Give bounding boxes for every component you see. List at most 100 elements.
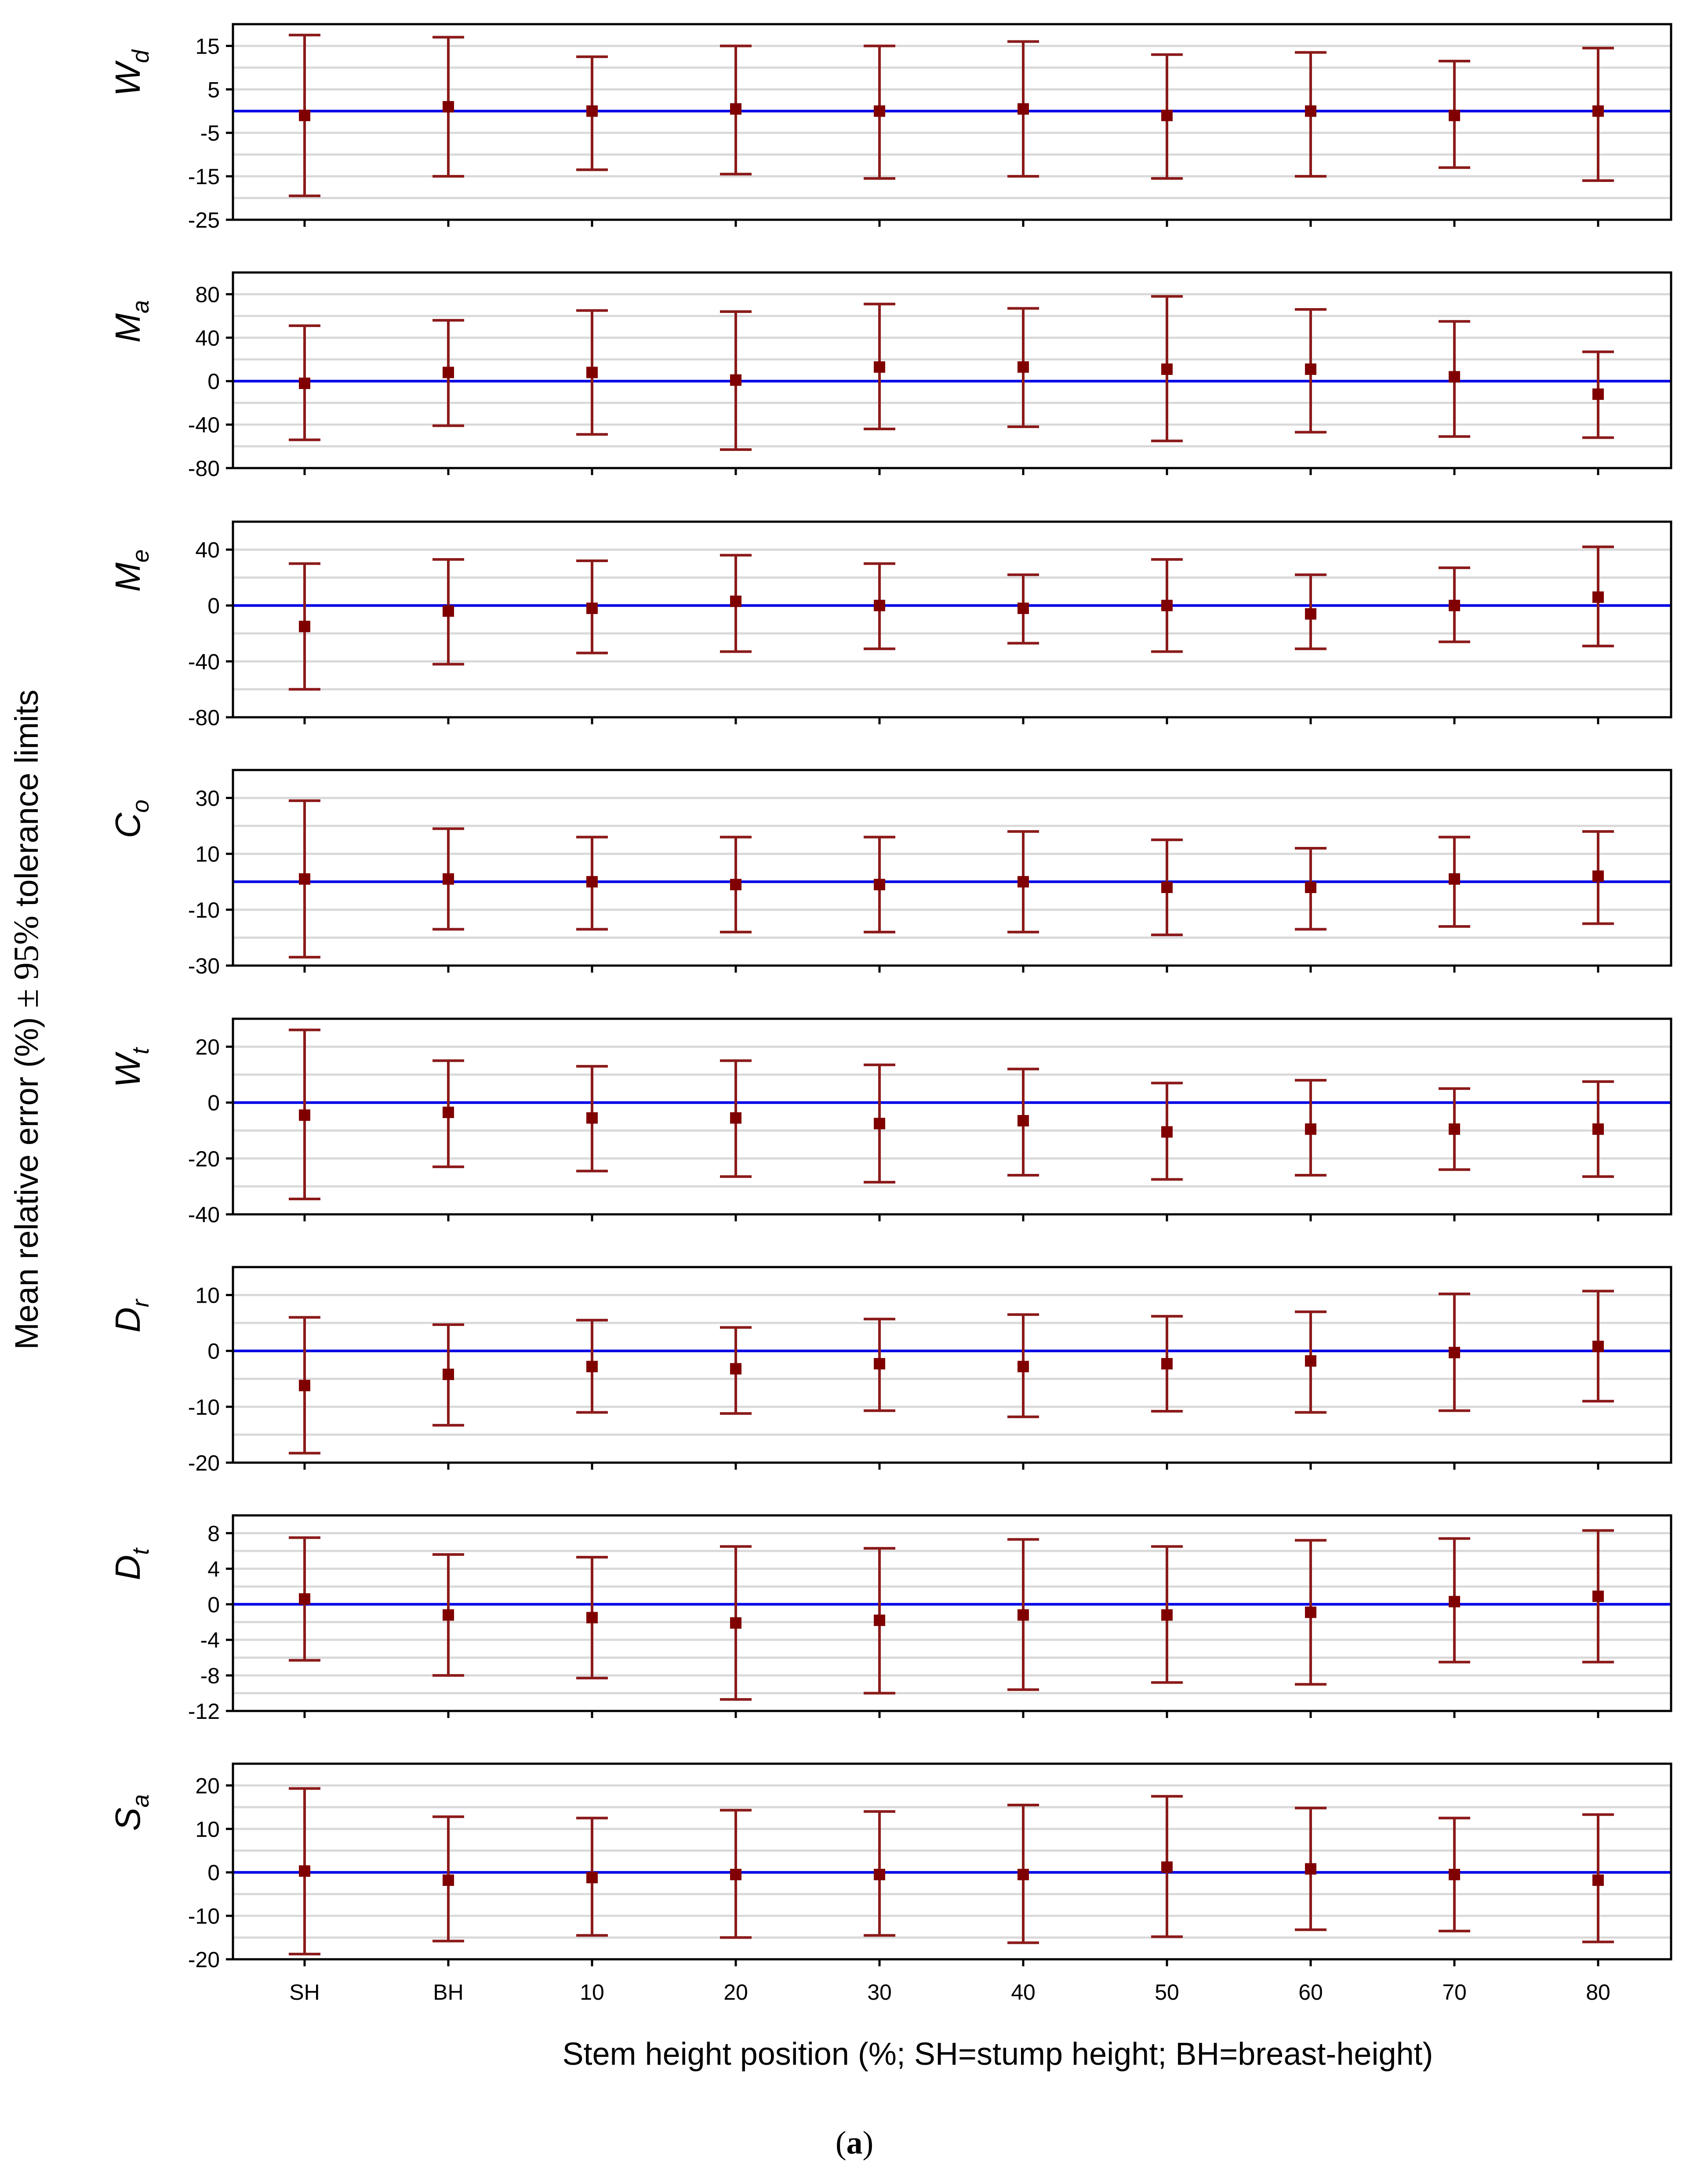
mean-marker <box>1305 608 1316 620</box>
mean-marker <box>586 876 598 888</box>
y-tick-label: -12 <box>188 1699 220 1724</box>
mean-marker <box>1449 1123 1460 1135</box>
mean-marker <box>586 367 598 378</box>
y-tick-label: -10 <box>188 898 220 923</box>
mean-marker <box>1305 363 1316 375</box>
panel-ylabel: Wt <box>108 1047 154 1088</box>
panel-ylabel: Ma <box>108 300 154 343</box>
mean-marker <box>730 1869 741 1881</box>
mean-marker <box>1449 371 1460 383</box>
mean-marker <box>443 101 454 113</box>
panel-wd: 15 5 -5 -15 -25 Wd <box>108 23 1672 232</box>
mean-marker <box>1305 1863 1316 1875</box>
panel-dt: 8 4 0 -4 -8 -12 Dt <box>108 1514 1672 1724</box>
mean-marker <box>1592 105 1604 117</box>
y-tick-label: 80 <box>195 282 220 307</box>
mean-marker <box>586 1612 598 1624</box>
mean-marker <box>1305 1123 1316 1135</box>
y-tick-label: -80 <box>188 705 220 730</box>
y-tick-label: -4 <box>200 1628 220 1653</box>
y-tick-label: -30 <box>188 954 220 978</box>
mean-marker <box>1018 1609 1029 1621</box>
mean-marker <box>1592 870 1604 882</box>
y-tick-label: 40 <box>195 326 220 350</box>
mean-marker <box>874 1869 885 1881</box>
mean-marker <box>1305 1606 1316 1618</box>
y-tick-label: 0 <box>207 1091 220 1115</box>
mean-marker <box>299 1593 310 1605</box>
mean-marker <box>1161 1609 1173 1621</box>
y-tick-label: -20 <box>188 1147 220 1171</box>
mean-marker <box>874 1118 885 1130</box>
plot-frame <box>232 23 1672 221</box>
mean-marker <box>443 1609 454 1621</box>
y-tick-label: 5 <box>207 77 220 102</box>
mean-marker <box>1161 1126 1173 1138</box>
x-tick-label: 50 <box>1155 1980 1179 2005</box>
y-tick-label: -8 <box>200 1664 220 1688</box>
mean-marker <box>443 1369 454 1380</box>
mean-marker <box>1018 876 1029 888</box>
y-tick-label: -10 <box>188 1395 220 1420</box>
panel-dr: 10 0 -10 -20 Dr <box>108 1266 1672 1475</box>
mean-marker <box>1018 103 1029 115</box>
mean-marker <box>1161 882 1173 893</box>
mean-marker <box>299 1109 310 1121</box>
y-tick-label: -40 <box>188 413 220 437</box>
x-tick-label: SH <box>289 1980 320 2005</box>
panel-ylabel: Dr <box>108 1298 154 1333</box>
plot-frame <box>232 1266 1672 1464</box>
mean-marker <box>730 596 741 607</box>
mean-marker <box>299 1380 310 1391</box>
mean-marker <box>1592 1123 1604 1135</box>
mean-marker <box>1305 105 1316 117</box>
mean-marker <box>730 1112 741 1124</box>
x-tick-label: BH <box>433 1980 463 2005</box>
y-tick-label: 20 <box>195 1773 220 1798</box>
panel-wt: 20 0 -20 -40 Wt <box>108 1017 1672 1227</box>
mean-marker <box>1449 599 1460 611</box>
mean-marker <box>874 105 885 117</box>
panel-ylabel: Dt <box>108 1547 154 1580</box>
mean-marker <box>586 1112 598 1124</box>
panel-ylabel: Wd <box>108 49 154 97</box>
mean-marker <box>586 1872 598 1884</box>
panel-ma: 80 40 0 -40 -80 Ma <box>108 271 1672 481</box>
mean-marker <box>1018 1361 1029 1373</box>
y-tick-label: 20 <box>195 1035 220 1060</box>
mean-marker <box>299 1865 310 1877</box>
mean-marker <box>1592 1591 1604 1602</box>
panel-ylabel: Sa <box>108 1794 154 1831</box>
mean-marker <box>1161 599 1173 611</box>
mean-marker <box>730 1363 741 1375</box>
y-tick-label: 10 <box>195 842 220 867</box>
mean-marker <box>443 367 454 378</box>
mean-marker <box>299 109 310 121</box>
y-tick-label: -5 <box>200 121 220 145</box>
y-tick-label: -20 <box>188 1947 220 1972</box>
x-tick-label: 60 <box>1298 1980 1323 2005</box>
mean-marker <box>730 374 741 386</box>
mean-marker <box>443 873 454 885</box>
mean-marker <box>1018 361 1029 373</box>
panel-co: 30 10 -10 -30 Co <box>108 769 1672 978</box>
y-tick-label: 40 <box>195 538 220 563</box>
mean-marker <box>1449 873 1460 885</box>
mean-marker <box>586 105 598 117</box>
mean-marker <box>443 1106 454 1118</box>
x-tick-label: 70 <box>1442 1980 1467 2005</box>
y-tick-label: 0 <box>207 594 220 618</box>
mean-marker <box>443 1874 454 1886</box>
y-tick-label: 10 <box>195 1817 220 1841</box>
plot-frame <box>232 1017 1672 1216</box>
y-tick-label: 0 <box>207 1860 220 1885</box>
mean-marker <box>1592 1340 1604 1352</box>
mean-marker <box>874 1614 885 1626</box>
y-tick-label: -10 <box>188 1904 220 1929</box>
mean-marker <box>299 873 310 885</box>
y-tick-label: 0 <box>207 1592 220 1617</box>
mean-marker <box>1305 882 1316 893</box>
mean-marker <box>586 1361 598 1373</box>
figure-caption: (a) <box>836 2125 873 2161</box>
